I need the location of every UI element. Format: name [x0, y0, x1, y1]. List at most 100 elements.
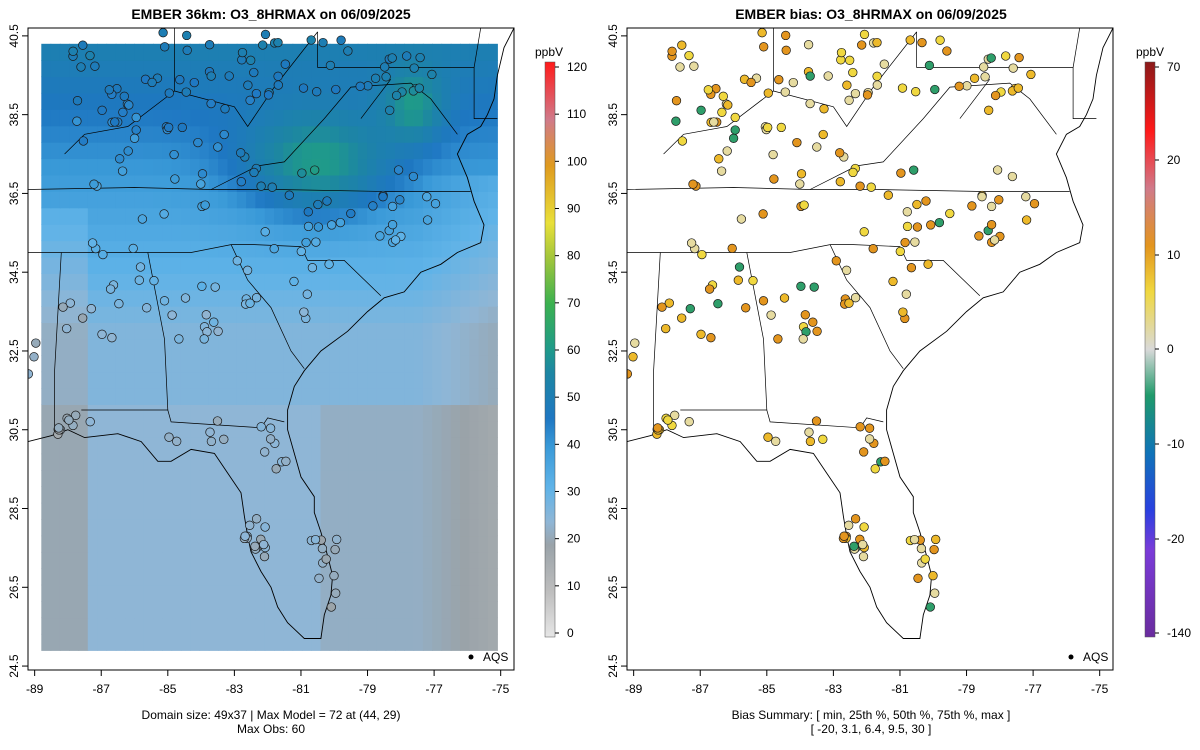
heatmap-cell — [115, 355, 126, 373]
bias-marker — [928, 571, 938, 581]
obs-marker — [313, 222, 324, 232]
heatmap-cell — [106, 240, 117, 258]
heatmap-cell — [162, 420, 173, 438]
heatmap-cell — [143, 142, 154, 160]
heatmap-cell — [450, 437, 461, 455]
bias-marker — [859, 29, 870, 40]
heatmap-cell — [180, 338, 191, 356]
heatmap-cell — [190, 60, 201, 78]
heatmap-cell — [357, 388, 368, 405]
heatmap-cell — [115, 142, 126, 160]
heatmap-cell — [301, 256, 312, 274]
heatmap-cell — [292, 601, 303, 619]
bias-marker — [768, 149, 778, 160]
heatmap-cell — [255, 633, 266, 651]
heatmap-cell — [283, 273, 294, 291]
heatmap-cell — [339, 125, 349, 143]
heatmap-cell — [404, 322, 415, 340]
heatmap-cell — [320, 355, 331, 373]
heatmap-cell — [450, 568, 461, 586]
heatmap-cell — [69, 568, 80, 586]
bias-marker — [977, 192, 987, 202]
heatmap-cell — [255, 43, 266, 61]
bias-marker — [716, 166, 727, 176]
heatmap-cell — [320, 420, 331, 438]
heatmap-cell — [478, 486, 489, 504]
heatmap-cell — [106, 420, 117, 438]
heatmap-cell — [460, 256, 470, 274]
heatmap-cell — [255, 453, 266, 471]
heatmap-cell — [376, 502, 387, 520]
obs-marker — [375, 231, 385, 241]
heatmap-cell — [59, 142, 70, 160]
heatmap-cell — [367, 109, 377, 127]
heatmap-cell — [385, 470, 396, 487]
heatmap-cell — [311, 601, 322, 619]
bias-marker — [923, 259, 933, 269]
heatmap-cell — [348, 388, 359, 405]
state-boundary — [959, 78, 991, 119]
heatmap-cell — [208, 617, 219, 635]
heatmap-cell — [460, 43, 470, 61]
bias-marker — [696, 105, 706, 115]
heatmap-cell — [264, 109, 275, 127]
heatmap-cell — [404, 224, 415, 242]
heatmap-cell — [180, 470, 191, 487]
obs-marker — [182, 45, 192, 55]
heatmap-cell — [376, 240, 387, 258]
heatmap-cell — [292, 371, 303, 389]
heatmap-cell — [264, 289, 275, 307]
heatmap-cell — [404, 355, 415, 373]
heatmap-cell — [488, 568, 498, 586]
heatmap-cell — [171, 404, 182, 422]
heatmap-cell — [218, 256, 228, 274]
y-tick-label: 28.5 — [606, 497, 620, 521]
heatmap-cell — [264, 273, 275, 291]
heatmap-cell — [115, 43, 126, 61]
heatmap-cell — [292, 355, 303, 373]
heatmap-cell — [376, 633, 387, 651]
obs-marker — [128, 243, 138, 254]
heatmap-cell — [413, 633, 424, 651]
heatmap-cell — [450, 535, 461, 553]
heatmap-cell — [115, 60, 126, 78]
heatmap-cell — [376, 289, 387, 307]
heatmap-cell — [274, 404, 284, 422]
heatmap-cell — [301, 633, 312, 651]
heatmap-cell — [422, 76, 433, 94]
heatmap-cell — [153, 535, 163, 553]
bias-marker — [942, 46, 952, 56]
heatmap-cell — [450, 338, 461, 356]
heatmap-cell — [460, 404, 470, 422]
obs-marker — [265, 423, 276, 433]
bias-marker — [818, 434, 828, 444]
heatmap-cell — [106, 584, 117, 602]
heatmap-cell — [190, 584, 201, 602]
heatmap-cell — [59, 43, 70, 61]
obs-marker — [147, 77, 157, 88]
bias-marker — [717, 107, 727, 117]
heatmap-cell — [171, 224, 182, 242]
heatmap-cell — [432, 535, 443, 553]
heatmap-cell — [115, 256, 126, 274]
heatmap-cell — [357, 420, 368, 438]
heatmap-cell — [162, 633, 173, 651]
heatmap-cell — [395, 601, 405, 619]
heatmap-cell — [199, 256, 210, 274]
heatmap-cell — [264, 502, 275, 520]
heatmap-cell — [180, 404, 191, 422]
heatmap-cell — [134, 142, 145, 160]
heatmap-cell — [422, 601, 433, 619]
x-tick-label: -81 — [891, 682, 909, 696]
model-obs-markers — [28, 28, 441, 612]
bias-marker — [736, 214, 747, 224]
heatmap-cell — [153, 125, 163, 143]
heatmap-cell — [180, 60, 191, 78]
obs-marker — [175, 75, 185, 85]
heatmap-cell — [190, 306, 201, 323]
heatmap-cell — [41, 60, 52, 78]
heatmap-cell — [413, 306, 424, 323]
obs-marker — [313, 199, 323, 210]
heatmap-cell — [115, 125, 126, 143]
